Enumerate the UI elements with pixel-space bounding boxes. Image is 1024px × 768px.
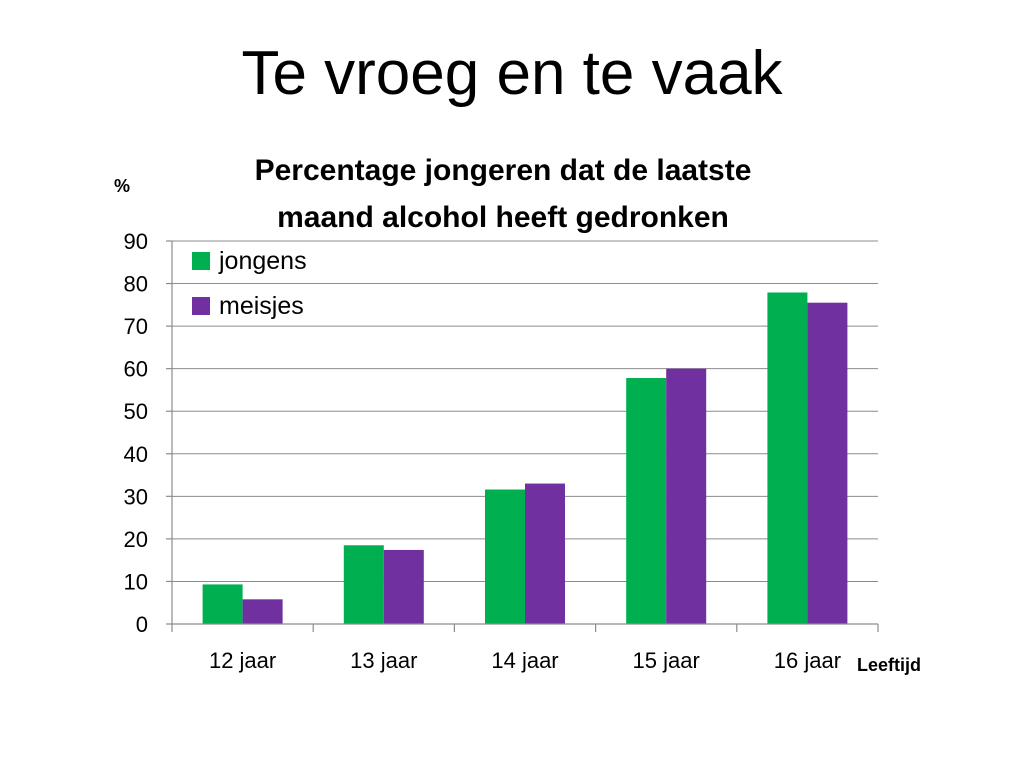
bar-jongens-4 — [626, 378, 667, 624]
y-tick-label: 20 — [124, 527, 148, 552]
bar-meisjes-1 — [242, 599, 283, 624]
y-tick-label: 70 — [124, 314, 148, 339]
x-tick-labels: 12 jaar 13 jaar 14 jaar 15 jaar 16 jaar — [209, 648, 841, 673]
legend-label: jongens — [218, 247, 307, 275]
bar-meisjes-4 — [666, 368, 707, 624]
legend: jongens meisjes — [192, 247, 307, 320]
chart-title-line-1: Percentage jongeren dat de laatste — [255, 154, 752, 187]
y-tick-label: 30 — [124, 484, 148, 509]
legend-swatch-jongens — [192, 252, 210, 270]
y-tick-label: 0 — [136, 612, 148, 637]
x-axis-label: Leeftijd — [857, 655, 921, 675]
y-tick-label: 50 — [124, 399, 148, 424]
x-tick-label: 12 jaar — [209, 648, 276, 673]
bar-jongens-3 — [485, 489, 525, 624]
bar-jongens-1 — [202, 584, 243, 624]
x-tick-label: 14 jaar — [491, 648, 558, 673]
axes — [166, 240, 879, 632]
bar-meisjes-2 — [383, 549, 424, 624]
x-tick-label: 15 jaar — [633, 648, 700, 673]
y-tick-label: 10 — [124, 569, 148, 594]
legend-swatch-meisjes — [192, 297, 210, 315]
x-tick-label: 13 jaar — [350, 648, 417, 673]
bar-meisjes-5 — [807, 302, 848, 624]
y-tick-label: 60 — [124, 357, 148, 382]
y-tick-labels: 0 10 20 30 40 50 60 70 80 90 — [124, 229, 148, 637]
bar-meisjes-3 — [525, 483, 565, 624]
slide-title: Te vroeg en te vaak — [241, 39, 783, 108]
y-axis-label: % — [114, 176, 130, 196]
x-tick-label: 16 jaar — [774, 648, 841, 673]
bars — [202, 292, 848, 624]
bar-jongens-2 — [343, 545, 384, 624]
y-tick-label: 80 — [124, 272, 148, 297]
bar-jongens-5 — [767, 292, 808, 624]
y-tick-label: 90 — [124, 229, 148, 254]
y-tick-label: 40 — [124, 442, 148, 467]
legend-label: meisjes — [219, 292, 304, 320]
chart-title-line-2: maand alcohol heeft gedronken — [277, 201, 729, 234]
